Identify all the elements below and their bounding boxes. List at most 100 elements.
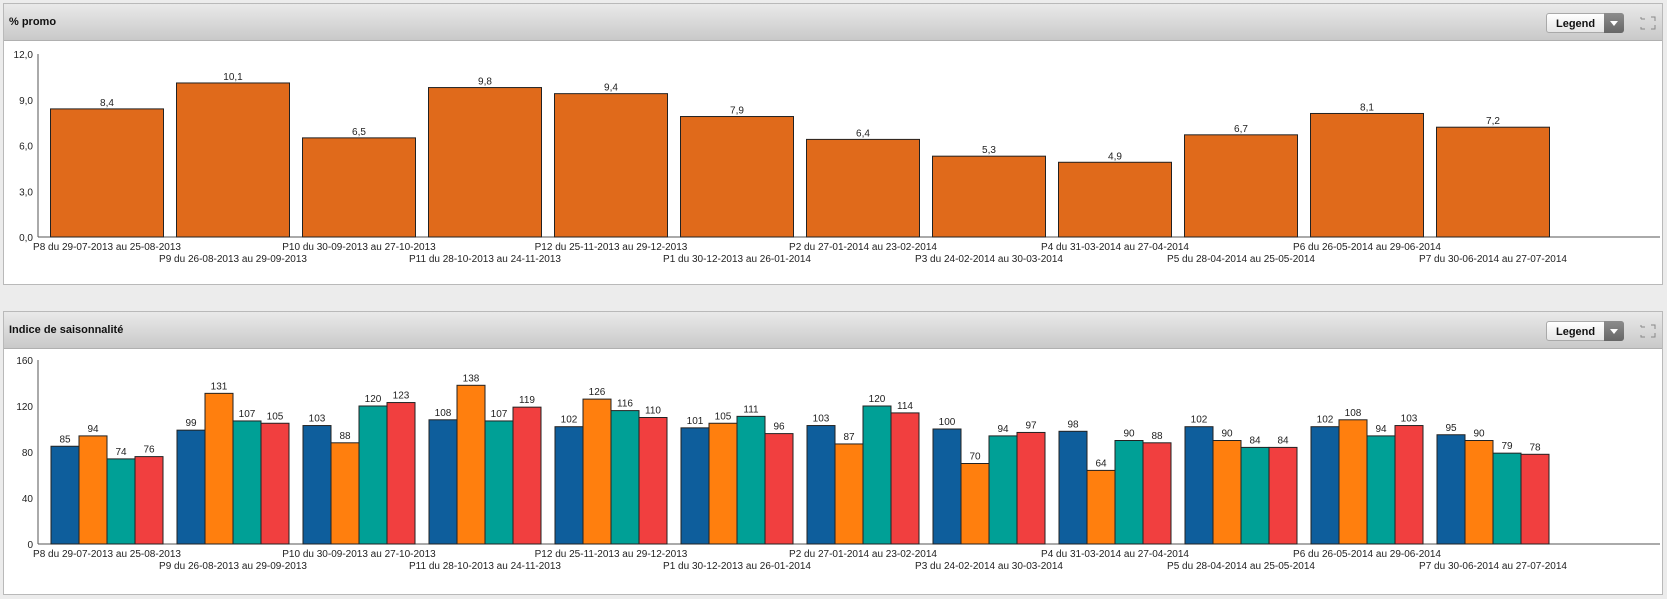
seasonality-data-label: 90	[1221, 429, 1233, 440]
promo-bar	[1310, 112, 1424, 238]
seasonality-data-label: 88	[1151, 431, 1163, 442]
seasonality-data-label: 105	[715, 411, 732, 422]
x-tick-label: P8 du 29-07-2013 au 25-08-2013	[33, 242, 181, 253]
seasonality-data-label: 99	[185, 418, 197, 429]
x-tick-label: P9 du 26-08-2013 au 29-09-2013	[159, 254, 307, 265]
seasonality-data-label: 107	[239, 409, 256, 420]
resize-icon[interactable]	[1640, 324, 1656, 338]
seasonality-data-label: 97	[1025, 420, 1037, 431]
seasonality-bar	[834, 443, 864, 545]
x-tick-label: P6 du 26-05-2014 au 29-06-2014	[1293, 242, 1441, 253]
promo-legend-label: Legend	[1556, 18, 1596, 30]
seasonality-bar	[1492, 452, 1522, 545]
x-tick-label: P4 du 31-03-2014 au 27-04-2014	[1041, 242, 1189, 253]
promo-panel-title: % promo	[9, 16, 57, 28]
seasonality-data-label: 90	[1123, 429, 1135, 440]
seasonality-data-label: 102	[1191, 415, 1208, 426]
seasonality-data-label: 120	[365, 394, 382, 405]
promo-legend-dropdown[interactable]: Legend	[1546, 13, 1624, 33]
seasonality-bar	[50, 445, 80, 545]
promo-data-label: 7,9	[730, 106, 744, 117]
seasonality-data-label: 90	[1473, 429, 1485, 440]
seasonality-grouped-bar-chart: 0 40 80 120 160 85 94 74 76 99 131 107 105 103 88 120 12…	[16, 356, 1660, 572]
seasonality-y-tick-label: 80	[22, 448, 34, 459]
resize-icon[interactable]	[1640, 16, 1656, 30]
promo-bar	[932, 155, 1046, 238]
promo-data-label: 7,2	[1486, 116, 1500, 127]
x-tick-label: P3 du 24-02-2014 au 30-03-2014	[915, 561, 1063, 572]
promo-y-tick-label: 6,0	[19, 142, 33, 153]
seasonality-bar	[106, 458, 136, 545]
x-tick-label: P12 du 25-11-2013 au 29-12-2013	[535, 242, 688, 253]
seasonality-data-label: 94	[997, 424, 1009, 435]
seasonality-panel-header: Indice de saisonnalité Legend	[4, 312, 1662, 349]
promo-y-tick-label: 9,0	[19, 96, 33, 107]
seasonality-data-label: 102	[561, 415, 578, 426]
seasonality-data-label: 138	[463, 373, 480, 384]
seasonality-bar	[1310, 426, 1340, 545]
seasonality-bar	[1212, 440, 1242, 545]
seasonality-data-label: 103	[309, 414, 326, 425]
seasonality-bar	[428, 419, 458, 545]
seasonality-bar	[1086, 469, 1116, 545]
seasonality-bar	[988, 435, 1018, 545]
seasonality-data-label: 126	[589, 387, 606, 398]
seasonality-data-label: 87	[843, 432, 855, 443]
promo-panel-header: % promo Legend	[4, 4, 1662, 41]
x-tick-label: P3 du 24-02-2014 au 30-03-2014	[915, 254, 1063, 265]
promo-data-label: 9,8	[478, 77, 492, 88]
seasonality-data-label: 131	[211, 381, 228, 392]
seasonality-data-label: 74	[115, 447, 127, 458]
seasonality-data-label: 78	[1529, 442, 1541, 453]
seasonality-data-label: 103	[1401, 414, 1418, 425]
x-tick-label: P8 du 29-07-2013 au 25-08-2013	[33, 549, 181, 560]
seasonality-data-label: 70	[969, 452, 981, 463]
seasonality-bar	[680, 427, 710, 545]
seasonality-bar	[1268, 446, 1298, 545]
promo-bar	[50, 108, 164, 238]
seasonality-data-label: 76	[143, 445, 155, 456]
seasonality-data-label: 84	[1249, 435, 1261, 446]
seasonality-data-label: 79	[1501, 441, 1513, 452]
x-tick-label: P10 du 30-09-2013 au 27-10-2013	[282, 242, 436, 253]
seasonality-bar	[232, 420, 262, 545]
seasonality-bar	[260, 422, 290, 545]
seasonality-bar	[1436, 434, 1466, 545]
seasonality-panel-title: Indice de saisonnalité	[9, 324, 124, 336]
seasonality-bar	[330, 442, 360, 545]
seasonality-bar	[78, 435, 108, 545]
seasonality-data-label: 123	[393, 391, 410, 402]
promo-data-label: 6,5	[352, 127, 366, 138]
seasonality-data-label: 94	[1375, 424, 1387, 435]
seasonality-data-label: 94	[87, 424, 99, 435]
promo-data-label: 6,7	[1234, 124, 1248, 135]
chevron-down-icon	[1604, 13, 1624, 33]
promo-data-label: 8,4	[100, 98, 114, 109]
promo-y-tick-label: 3,0	[19, 187, 33, 198]
seasonality-bar	[358, 405, 388, 545]
seasonality-bar	[1366, 435, 1396, 545]
promo-bar	[428, 87, 542, 238]
seasonality-legend-dropdown[interactable]: Legend	[1546, 321, 1624, 341]
seasonality-data-label: 84	[1277, 435, 1289, 446]
promo-bar	[806, 138, 920, 238]
x-tick-label: P5 du 28-04-2014 au 25-05-2014	[1167, 561, 1315, 572]
seasonality-bar	[484, 420, 514, 545]
x-tick-label: P6 du 26-05-2014 au 29-06-2014	[1293, 549, 1441, 560]
promo-bar	[302, 137, 416, 238]
promo-data-label: 6,4	[856, 128, 870, 139]
seasonality-bar	[1058, 430, 1088, 545]
seasonality-bar	[512, 406, 542, 545]
promo-bar	[554, 93, 668, 238]
x-tick-label: P12 du 25-11-2013 au 29-12-2013	[535, 549, 688, 560]
x-tick-label: P1 du 30-12-2013 au 26-01-2014	[663, 561, 811, 572]
seasonality-bar	[960, 463, 990, 545]
x-tick-label: P4 du 31-03-2014 au 27-04-2014	[1041, 549, 1189, 560]
seasonality-data-label: 119	[519, 395, 535, 406]
promo-data-label: 4,9	[1108, 151, 1122, 162]
promo-bar	[176, 82, 290, 238]
seasonality-bar	[806, 425, 836, 545]
promo-bar	[1058, 161, 1172, 238]
seasonality-bar	[554, 426, 584, 545]
promo-bar	[1184, 134, 1298, 238]
